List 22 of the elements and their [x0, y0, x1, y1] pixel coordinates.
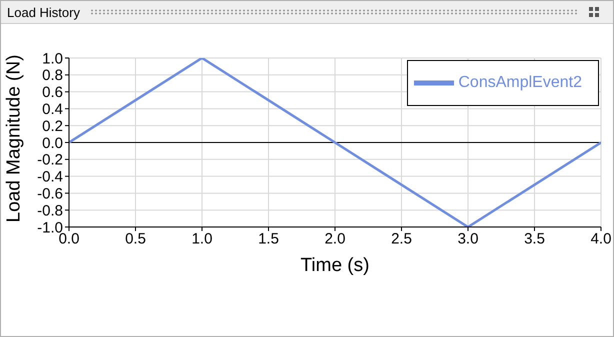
- y-tick-label: -0.6: [37, 186, 63, 203]
- x-tick-label: 4.0: [590, 230, 612, 248]
- y-tick-label: 0.0: [42, 134, 63, 152]
- legend-label: ConsAmplEvent2: [458, 74, 582, 92]
- y-tick-label: 0.8: [42, 67, 63, 84]
- chart-title: Load History: [7, 4, 80, 20]
- x-axis-title: Time (s): [300, 255, 370, 276]
- x-tick-label: 2.5: [391, 230, 412, 248]
- x-tick-label: 3.5: [524, 230, 545, 248]
- y-tick-label: 1.0: [42, 50, 63, 68]
- y-tick-label: 0.6: [42, 84, 63, 102]
- x-tick-label: 1.5: [258, 230, 279, 248]
- x-tick-label: 0.5: [125, 230, 146, 248]
- y-tick-label: -0.4: [37, 168, 63, 186]
- y-tick-label: -0.2: [37, 152, 63, 169]
- x-tick-label: 2.0: [324, 230, 346, 248]
- x-tick-label: 1.0: [192, 230, 212, 248]
- y-tick-label: -0.8: [37, 202, 63, 220]
- y-tick-label: 0.2: [42, 118, 63, 135]
- x-tick-label: 3.0: [458, 230, 478, 248]
- y-axis-title: Load Magnitude (N): [4, 54, 25, 222]
- y-tick-label: 0.4: [42, 101, 63, 118]
